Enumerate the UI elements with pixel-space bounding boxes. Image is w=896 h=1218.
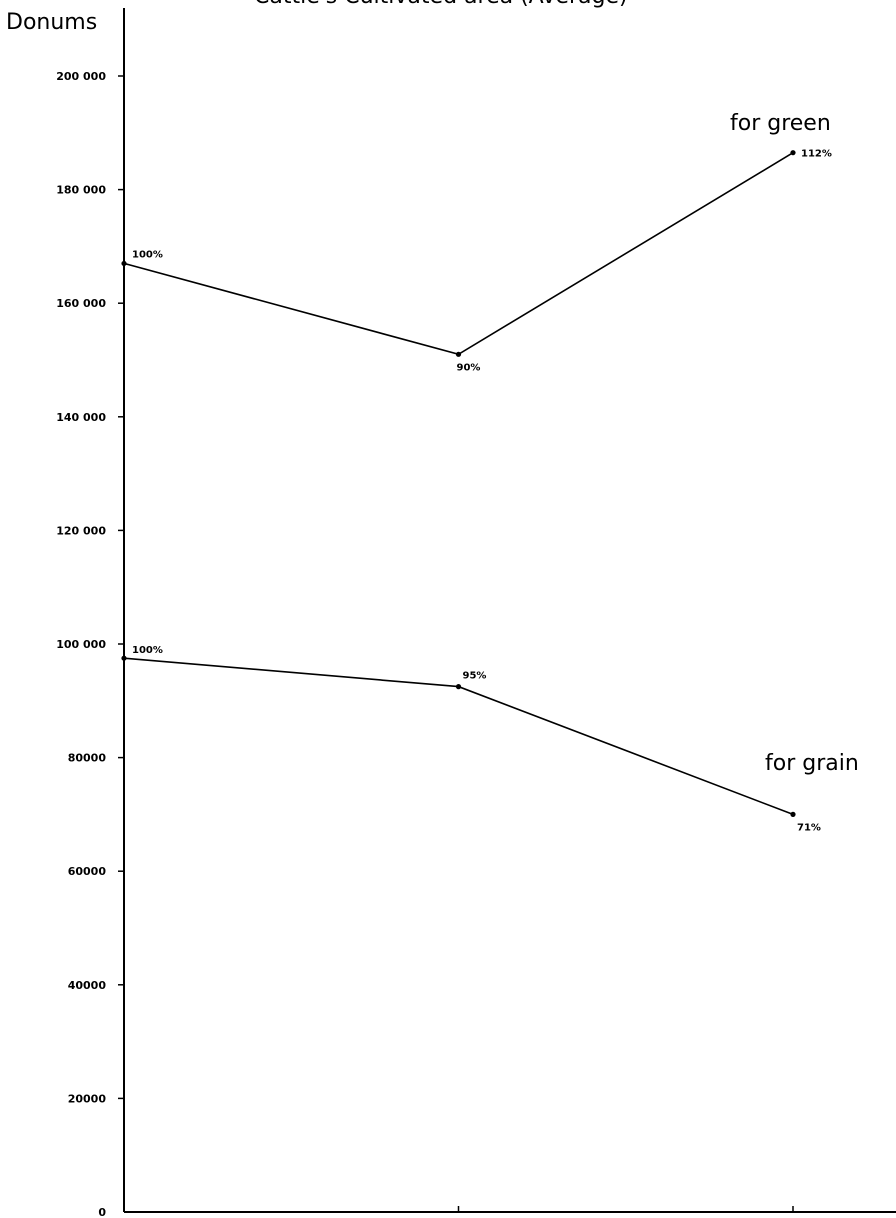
data-point bbox=[455, 351, 462, 357]
data-label: 100% bbox=[132, 249, 163, 260]
y-tick-label: 140 000 bbox=[56, 411, 106, 424]
y-tick-label: 180 000 bbox=[56, 184, 106, 197]
x-ticks: 19581959-631965-68 bbox=[457, 1206, 794, 1212]
data-label: 90% bbox=[457, 362, 481, 373]
data-point bbox=[455, 684, 462, 690]
data-point bbox=[790, 811, 796, 818]
data-point bbox=[790, 150, 796, 156]
data-label: 95% bbox=[463, 671, 487, 682]
y-tick-label: 80000 bbox=[68, 752, 107, 765]
y-tick-label: 60000 bbox=[68, 865, 107, 878]
y-tick-label: 20000 bbox=[68, 1092, 107, 1105]
series-name-label: for grain bbox=[765, 751, 859, 776]
y-axis-label: Donums bbox=[6, 10, 97, 35]
y-tick-label: 160 000 bbox=[56, 297, 106, 310]
series-line bbox=[123, 152, 794, 356]
chart-title: Cattle's Cultivated area (Average) bbox=[254, 0, 628, 9]
y-tick-label: 40000 bbox=[68, 979, 107, 992]
y-tick-label: 0 bbox=[98, 1206, 106, 1218]
data-label: 71% bbox=[797, 822, 821, 833]
series-name-label: for green bbox=[730, 111, 831, 136]
y-ticks: 0 20000 40000 60000 80000 100 000 120 000 140 0… bbox=[56, 70, 124, 1218]
series-line bbox=[123, 657, 794, 816]
y-tick-label: 120 000 bbox=[56, 524, 106, 537]
data-point bbox=[121, 260, 127, 267]
data-label: 112% bbox=[801, 149, 832, 160]
data-point bbox=[121, 655, 127, 661]
y-tick-label: 200 000 bbox=[56, 70, 106, 83]
y-tick-label: 100 000 bbox=[56, 638, 106, 651]
series-group: 100% 90% 112% for green 100% 95% 71% for grain bbox=[121, 111, 859, 833]
data-label: 100% bbox=[132, 645, 163, 656]
